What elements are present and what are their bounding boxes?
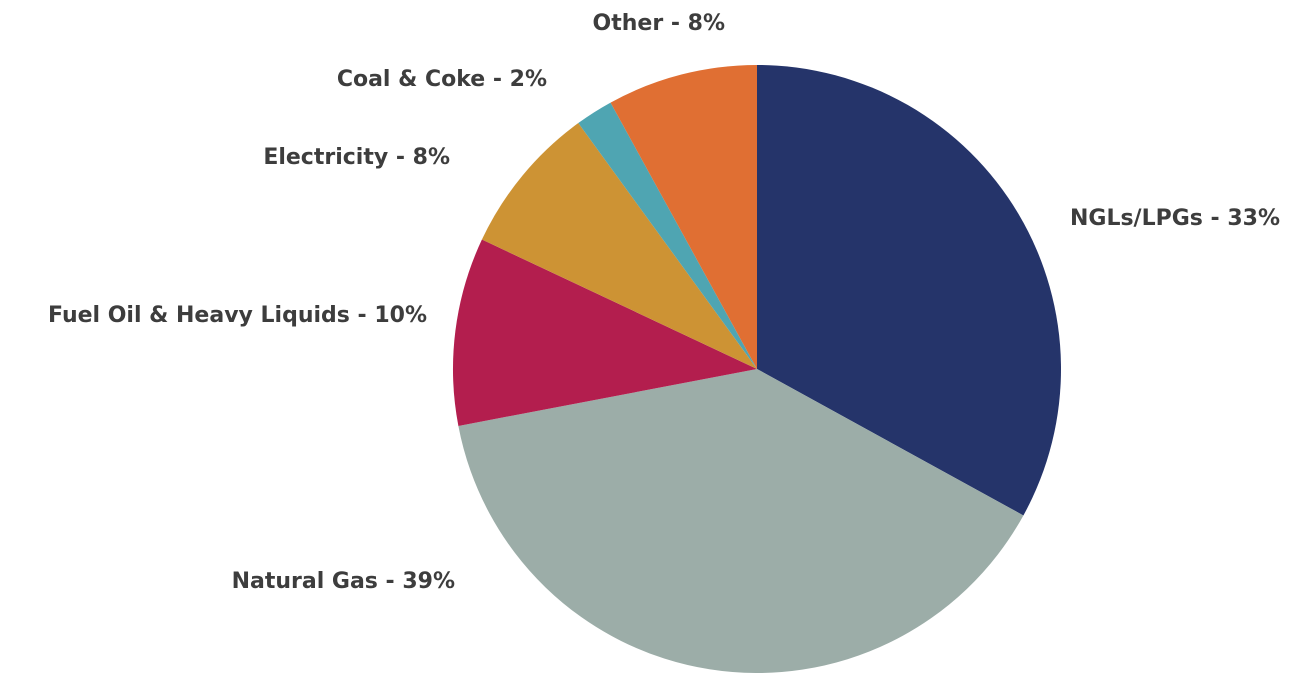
slice-label-other: Other - 8%: [593, 11, 725, 36]
pie-labels: NGLs/LPGs - 33% Natural Gas - 39% Fuel Oil…: [48, 11, 1280, 594]
pie-slice-fuel-oil-heavy-liquids: [452, 239, 757, 426]
slice-label-coal-coke: Coal & Coke - 2%: [337, 67, 547, 92]
pie-slice-natural-gas: [458, 369, 1024, 674]
pie-slices: [452, 65, 1062, 674]
slice-label-electricity: Electricity - 8%: [263, 145, 450, 170]
pie-slice-ngls-lpgs: [757, 65, 1062, 516]
slice-label-ngls-lpgs: NGLs/LPGs - 33%: [1070, 206, 1280, 231]
pie-slice-other: [610, 65, 757, 369]
pie-slice-coal-coke: [578, 102, 757, 369]
pie-slice-electricity: [481, 123, 757, 369]
slice-label-fuel-oil-heavy-liquids: Fuel Oil & Heavy Liquids - 10%: [48, 303, 427, 328]
slice-label-natural-gas: Natural Gas - 39%: [232, 569, 455, 594]
